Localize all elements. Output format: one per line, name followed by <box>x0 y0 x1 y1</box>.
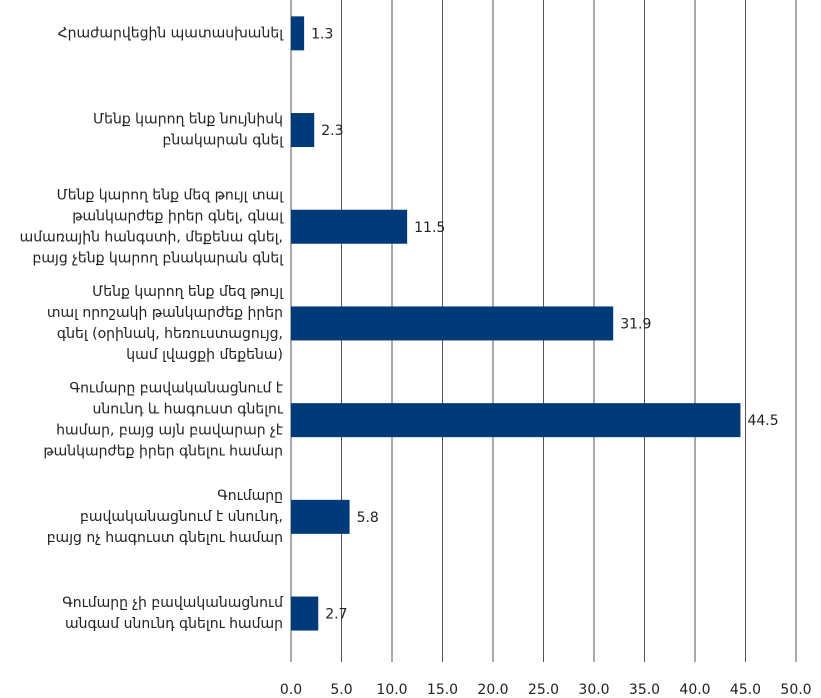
bar <box>291 16 305 51</box>
x-tick-label: 50.0 <box>780 682 811 698</box>
category-label: Մենք կարող ենք նույնիսկ <box>93 112 283 128</box>
bar <box>291 403 741 438</box>
category-label: անգամ սնունդ գնելու համար <box>65 616 283 632</box>
category-label: Գումարը բավականացնում է <box>70 381 283 397</box>
x-tick-label: 20.0 <box>477 682 508 698</box>
category-label: թանկարժեք իրեր գնելու համար <box>43 444 283 460</box>
value-label: 1.3 <box>311 26 333 42</box>
category-label: կամ լվացքի մեքենա) <box>126 347 283 363</box>
bar <box>291 306 614 341</box>
value-label: 31.9 <box>620 316 651 332</box>
category-label: սնունդ և հագուստ գնելու <box>93 402 284 418</box>
x-tick-label: 40.0 <box>679 682 710 698</box>
bar <box>291 113 315 148</box>
category-label: Գումարը <box>217 488 283 504</box>
value-label: 2.7 <box>325 607 347 623</box>
category-label: թանկարժեք իրեր գնել, գնալ <box>72 208 284 224</box>
category-label: բայց ոչ հագուստ գնելու համար <box>47 530 283 546</box>
x-tick-label: 15.0 <box>427 682 458 698</box>
value-label: 5.8 <box>357 510 379 526</box>
category-label: բնակարան գնել <box>163 133 285 149</box>
category-label: Հրաժարվեցին պատասխանել <box>58 25 285 41</box>
category-label: գնել (օրինակ, հեռուստացույց, <box>57 326 283 342</box>
x-tick-label: 0.0 <box>280 682 302 698</box>
category-label: բավականացնում է սնունդ, <box>80 509 283 525</box>
bar <box>291 499 350 534</box>
category-label: Գումարը չի բավականացնում <box>62 595 284 611</box>
category-label: Մենք կարող ենք մեզ թույլ <box>92 284 284 300</box>
category-label: Մենք կարող ենք մեզ թույլ տալ <box>57 187 285 203</box>
x-tick-label: 5.0 <box>330 682 352 698</box>
bar <box>291 209 408 244</box>
value-label: 11.5 <box>414 220 445 236</box>
category-label: տալ որոշակի թանկարժեք իրեր <box>47 305 283 321</box>
x-tick-label: 10.0 <box>376 682 407 698</box>
value-label: 2.3 <box>321 123 343 139</box>
x-tick-label: 30.0 <box>578 682 609 698</box>
x-tick-label: 35.0 <box>629 682 660 698</box>
category-label: համար, բայց այն բավարար չէ <box>56 423 283 439</box>
x-tick-label: 45.0 <box>730 682 761 698</box>
category-label: բայց չենք կարող բնակարան գնել <box>33 250 285 266</box>
x-tick-label: 25.0 <box>528 682 559 698</box>
category-label: ամառային հանգստի, մեքենա գնել, <box>20 229 283 245</box>
bar <box>291 596 319 631</box>
value-label: 44.5 <box>747 413 778 429</box>
